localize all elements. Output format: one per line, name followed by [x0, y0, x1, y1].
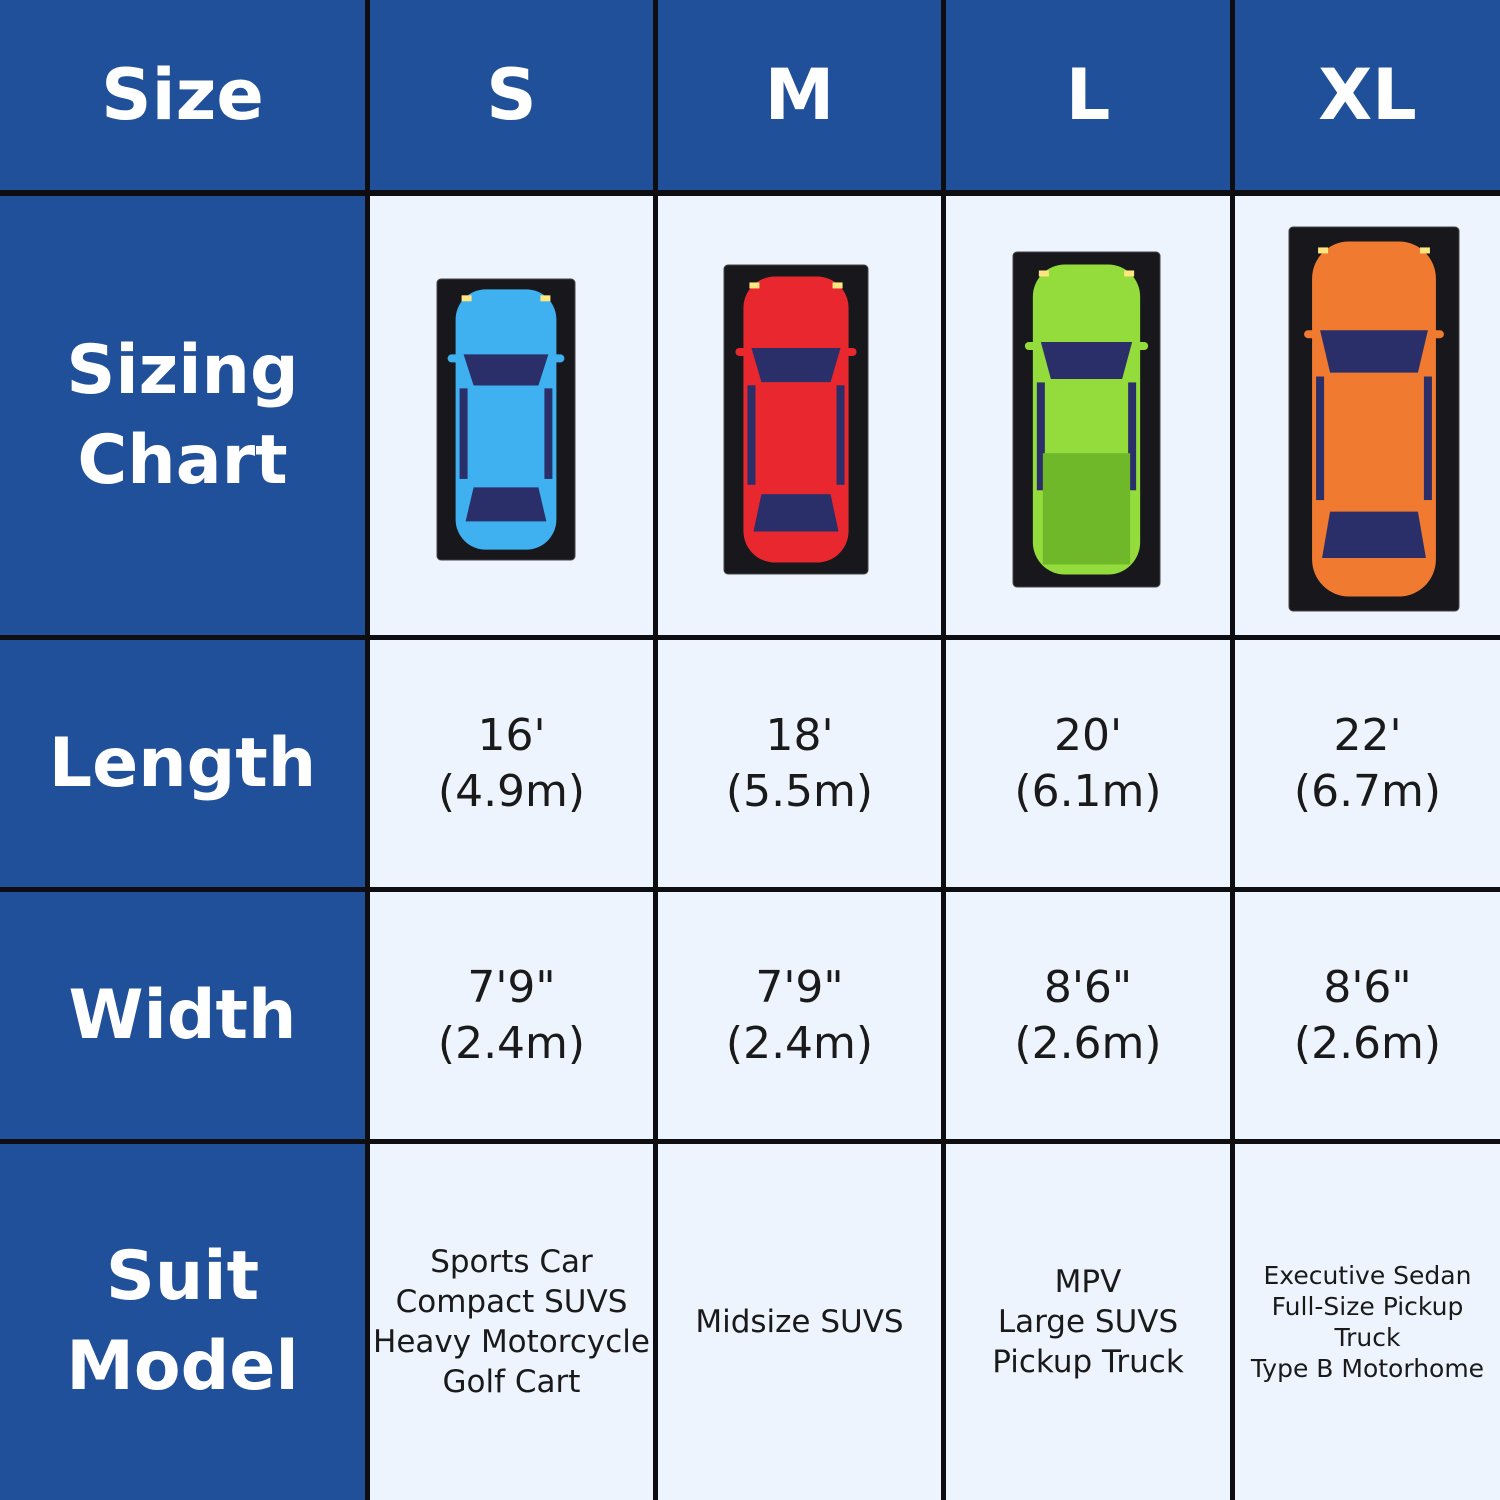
header-size-m: M — [658, 0, 941, 190]
width-value: 7'9" (2.4m) — [370, 892, 653, 1139]
size-name: M — [764, 54, 835, 136]
headlights — [540, 295, 551, 302]
length-line: (6.7m) — [1293, 765, 1442, 817]
suit-model-item: Pickup Truck — [992, 1344, 1184, 1380]
car-icon-l — [1012, 251, 1161, 588]
side-window — [1128, 382, 1137, 491]
row-label-width: Width — [0, 892, 365, 1139]
side-window — [747, 385, 756, 485]
row-label-word: Model — [66, 1327, 299, 1406]
car-icon-m — [723, 264, 869, 575]
suit-model-item: Compact SUVS — [395, 1284, 628, 1320]
header-size-l: L — [946, 0, 1230, 190]
size-name: XL — [1318, 54, 1417, 136]
row-label-length: Length — [0, 640, 365, 887]
row-label-sizing-chart: Sizing Chart — [0, 196, 365, 635]
width-line: (2.4m) — [725, 1017, 874, 1069]
windshield — [751, 347, 841, 383]
suit-model-item: Midsize SUVS — [695, 1304, 904, 1340]
header-size-s: S — [370, 0, 653, 190]
side-window — [1036, 382, 1045, 491]
length-line: 20' — [1053, 709, 1123, 761]
suit-model-item: Full-Size Pickup Truck — [1271, 1292, 1464, 1352]
headlights — [1124, 270, 1135, 277]
suit-model-value: Executive Sedan Full-Size Pickup Truck Typ… — [1235, 1144, 1500, 1500]
width-value: 8'6" (2.6m) — [1235, 892, 1500, 1139]
side-window — [544, 388, 553, 479]
length-line: (4.9m) — [437, 765, 586, 817]
windshield — [463, 354, 549, 386]
rear-window — [465, 487, 547, 522]
width-value: 8'6" (2.6m) — [946, 892, 1230, 1139]
width-line: 7'9" — [755, 961, 844, 1013]
size-label: Size — [101, 54, 264, 136]
rear-window — [1322, 511, 1426, 558]
suit-model-item: Golf Cart — [442, 1364, 581, 1400]
header-size-xl: XL — [1235, 0, 1500, 190]
suit-model-item: Executive Sedan — [1263, 1261, 1472, 1290]
width-line: 8'6" — [1043, 961, 1133, 1013]
suit-model-value: MPV Large SUVS Pickup Truck — [946, 1144, 1230, 1500]
length-value: 20' (6.1m) — [946, 640, 1230, 887]
row-label-word: Suit — [105, 1237, 260, 1316]
side-window — [459, 388, 468, 479]
row-label-suit-model: Suit Model — [0, 1144, 365, 1500]
car-icon-s — [436, 278, 576, 561]
length-line: 22' — [1333, 709, 1402, 761]
row-label-word: Length — [48, 723, 317, 803]
side-window — [1423, 376, 1432, 501]
suit-model-item: Large SUVS — [997, 1304, 1179, 1340]
suit-model-value: Sports Car Compact SUVS Heavy Motorcycle Go… — [370, 1144, 653, 1500]
row-label-word: Chart — [77, 420, 288, 500]
length-value: 22' (6.7m) — [1235, 640, 1500, 887]
width-value: 7'9" (2.4m) — [658, 892, 941, 1139]
width-line: (2.4m) — [437, 1017, 586, 1069]
row-label-word: Width — [68, 975, 297, 1055]
truck-bed — [1042, 453, 1131, 565]
length-value: 18' (5.5m) — [658, 640, 941, 887]
width-line: 8'6" — [1323, 961, 1412, 1013]
suit-model-value: Midsize SUVS — [658, 1144, 941, 1500]
length-line: (6.1m) — [1014, 765, 1162, 817]
side-window — [1316, 376, 1325, 501]
length-value: 16' (4.9m) — [370, 640, 653, 887]
car-icon-xl — [1288, 226, 1460, 612]
row-label-word: Sizing — [66, 330, 299, 410]
rear-window — [753, 494, 839, 532]
width-line: (2.6m) — [1293, 1017, 1442, 1069]
size-name: S — [486, 54, 537, 136]
width-line: 7'9" — [467, 961, 556, 1013]
suit-model-item: Heavy Motorcycle — [373, 1324, 650, 1360]
windshield — [1320, 330, 1428, 373]
windshield — [1040, 341, 1133, 380]
size-name: L — [1065, 54, 1111, 136]
suit-model-item: Type B Motorhome — [1250, 1354, 1485, 1383]
length-line: 16' — [477, 709, 546, 761]
headlights — [1419, 247, 1430, 254]
length-line: (5.5m) — [725, 765, 874, 817]
side-window — [836, 385, 845, 485]
suit-model-item: MPV — [1054, 1264, 1122, 1300]
header-size-label: Size — [0, 0, 365, 190]
suit-model-item: Sports Car — [430, 1244, 593, 1280]
headlights — [832, 282, 843, 289]
width-line: (2.6m) — [1014, 1017, 1162, 1069]
length-line: 18' — [765, 709, 834, 761]
